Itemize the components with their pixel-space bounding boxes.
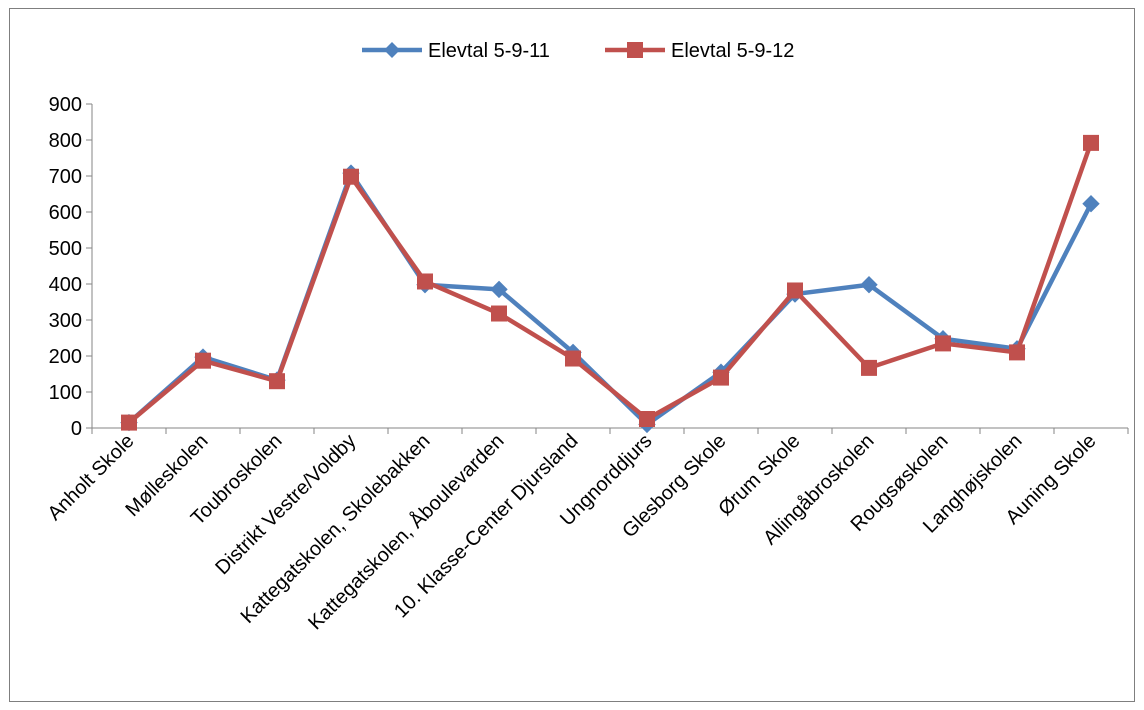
data-point <box>787 282 803 299</box>
series-1 <box>120 164 1100 434</box>
y-tick-label: 800 <box>49 130 82 152</box>
legend-entry-1: Elevtal 5-9-11 <box>362 40 550 62</box>
x-tick-label: Distrikt Vestre/Voldby <box>211 430 360 579</box>
legend-label: Elevtal 5-9-12 <box>671 40 794 62</box>
data-point <box>417 273 433 290</box>
series-2 <box>121 134 1099 431</box>
data-point <box>1083 134 1099 151</box>
chart-frame: Elevtal 5-9-11 Elevtal 5-9-12 0 100 200 300 4… <box>9 8 1135 702</box>
y-tick-label: 400 <box>49 274 82 296</box>
y-tick-label: 600 <box>49 202 82 224</box>
y-tick-label: 700 <box>49 166 82 188</box>
series-line <box>127 142 1094 425</box>
data-point <box>861 359 877 376</box>
data-point <box>639 411 655 427</box>
data-point <box>121 414 137 431</box>
y-tick-label: 100 <box>49 382 82 404</box>
y-tick-label: 500 <box>49 238 82 260</box>
y-tick-label: 0 <box>71 418 82 440</box>
data-point <box>490 280 508 299</box>
data-point <box>935 335 951 352</box>
legend: Elevtal 5-9-11 Elevtal 5-9-12 <box>362 40 794 62</box>
x-tick-label: Anholt Skole <box>44 430 139 525</box>
y-tick-label: 900 <box>49 94 82 116</box>
data-point <box>565 350 581 367</box>
data-point <box>491 305 507 322</box>
legend-marker <box>384 42 400 58</box>
data-point <box>269 373 285 390</box>
data-point <box>195 352 211 369</box>
data-point <box>343 168 359 185</box>
line-chart: Elevtal 5-9-11 Elevtal 5-9-12 0 100 200 300 4… <box>44 40 1129 634</box>
y-tick-label: 200 <box>49 346 82 368</box>
series-layer <box>120 134 1100 434</box>
x-axis: Anholt SkoleMølleskolenToubroskolenDistr… <box>44 427 1129 634</box>
legend-marker <box>627 42 643 58</box>
data-point <box>860 276 878 294</box>
data-point <box>1009 344 1025 361</box>
y-axis: 0 100 200 300 400 500 600 700 800 900 <box>49 94 93 440</box>
y-tick-label: 300 <box>49 310 82 332</box>
data-point <box>713 369 729 386</box>
legend-entry-2: Elevtal 5-9-12 <box>605 40 794 62</box>
data-point <box>1082 195 1100 213</box>
legend-label: Elevtal 5-9-11 <box>428 40 550 62</box>
